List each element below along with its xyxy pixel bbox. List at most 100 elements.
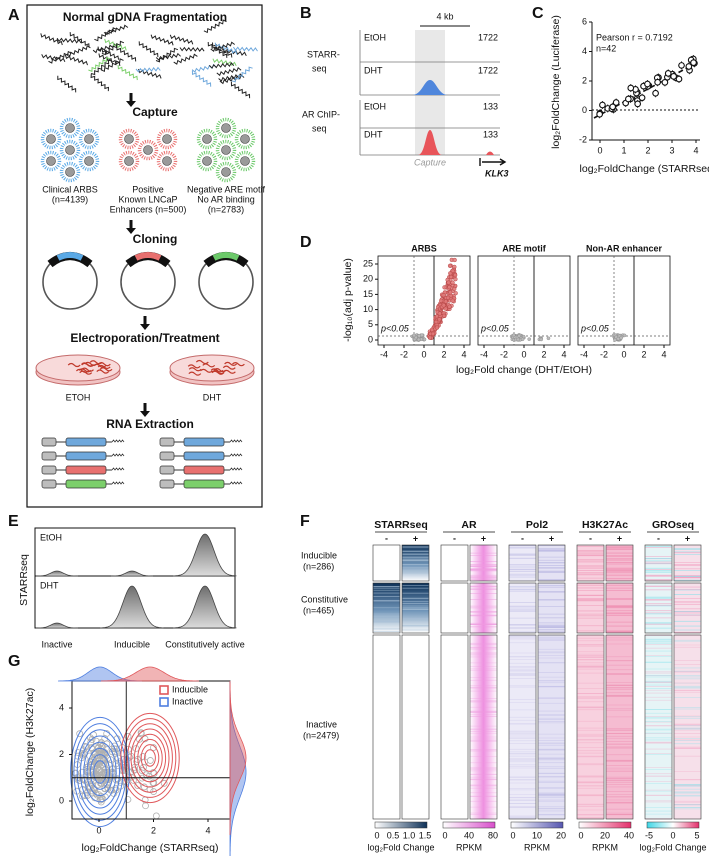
point [150, 779, 158, 787]
cell [78, 368, 92, 373]
heatmap-cell [402, 545, 429, 581]
point [79, 785, 87, 793]
point [690, 59, 697, 66]
legend-swatch [159, 697, 169, 707]
dna-fragment [138, 41, 159, 58]
x-tick-label: 2 [151, 825, 156, 835]
heatmap-frame [537, 582, 566, 634]
track-group-label: STARR- [307, 49, 340, 59]
track-condition: EtOH [364, 32, 386, 42]
track-condition: EtOH [364, 101, 386, 111]
y-tick-label: 15 [363, 289, 373, 299]
track-max: 1722 [478, 65, 498, 75]
density-contour [137, 738, 163, 778]
heatmap-cell [606, 635, 633, 819]
density-contour [133, 733, 167, 783]
x-tick-label: 4 [661, 349, 666, 359]
colorbar-tick-label: 0 [442, 830, 447, 840]
point [675, 75, 683, 83]
heatmap-frame [372, 582, 401, 634]
point [138, 767, 146, 774]
density-contour [86, 747, 114, 797]
capture-bead [143, 145, 153, 155]
class-label: Inducible [114, 639, 150, 649]
point [517, 334, 521, 338]
x-tick-label: -4 [380, 349, 388, 359]
track-header: Pol2 [526, 519, 548, 531]
construct-insert [65, 479, 107, 489]
capture-bead [202, 156, 212, 166]
treatment-label: DHT [203, 392, 222, 402]
cell [222, 365, 236, 370]
density-contour [120, 712, 180, 804]
cell [213, 368, 227, 373]
cell [67, 362, 81, 368]
point [99, 750, 107, 758]
density-contour [127, 723, 173, 793]
condition-label: - [657, 533, 660, 543]
capture-bead-probes [59, 161, 81, 183]
point [670, 73, 677, 80]
point [652, 89, 659, 97]
point [625, 95, 632, 103]
dna-fragment [173, 53, 198, 65]
point [116, 758, 124, 766]
cell [96, 369, 110, 374]
heatmap-frame [469, 544, 498, 582]
point [124, 796, 132, 803]
significance-label: p<0.05 [380, 323, 410, 333]
significance-label: p<0.05 [480, 323, 510, 333]
marginal-density [229, 681, 247, 835]
point [150, 788, 157, 795]
facet-title: Non-AR enhancer [586, 243, 663, 253]
point [90, 749, 98, 757]
x-tick-label: 4 [561, 349, 566, 359]
library-label: Positive [132, 184, 164, 194]
dna-fragment [155, 47, 179, 63]
colorbar-tick-label: 0 [510, 830, 515, 840]
condition-label: - [385, 533, 388, 543]
x-tick-label: 0 [521, 349, 526, 359]
density-curve [100, 585, 164, 629]
construct-polyA [111, 481, 125, 485]
colorbar [578, 821, 632, 829]
heatmap-frame [469, 582, 498, 634]
density-contour [80, 735, 120, 809]
cell [97, 362, 111, 367]
point [452, 257, 457, 263]
y-axis-label: STARRseq [18, 554, 30, 606]
point [134, 782, 142, 789]
heatmap-cell [674, 635, 701, 819]
point [612, 99, 620, 106]
colorbar-unit: log₂Fold Change [367, 842, 434, 852]
point [420, 333, 424, 338]
heatmap-frame [401, 634, 430, 820]
heatmap-frame [644, 544, 673, 582]
y-tick-label: 0 [368, 334, 373, 344]
point [448, 274, 454, 280]
colorbar-tick-label: 0 [670, 830, 675, 840]
dna-fragment [94, 27, 117, 42]
dna-fragment [210, 41, 235, 53]
point [527, 337, 532, 341]
point [146, 757, 154, 764]
capture-bead-probes [59, 117, 81, 139]
track-max: 133 [483, 101, 498, 111]
heatmap-frame [469, 634, 498, 820]
y-tick-label: 4 [59, 702, 64, 712]
dna-fragment [69, 32, 90, 48]
class-label: Constitutively active [165, 639, 245, 649]
dna-fragment [232, 46, 258, 52]
library-label: No AR binding [197, 194, 255, 204]
panel-label: D [300, 234, 312, 251]
colorbar-tick-label: 1.0 [403, 830, 416, 840]
panel-label: F [300, 513, 310, 530]
condition-label: + [549, 533, 554, 543]
x-tick-label: 1 [621, 145, 626, 155]
construct-insert [183, 451, 225, 461]
capture-bead [65, 123, 75, 133]
cell [89, 360, 103, 365]
cell [81, 362, 94, 367]
construct-polyA [111, 453, 125, 457]
